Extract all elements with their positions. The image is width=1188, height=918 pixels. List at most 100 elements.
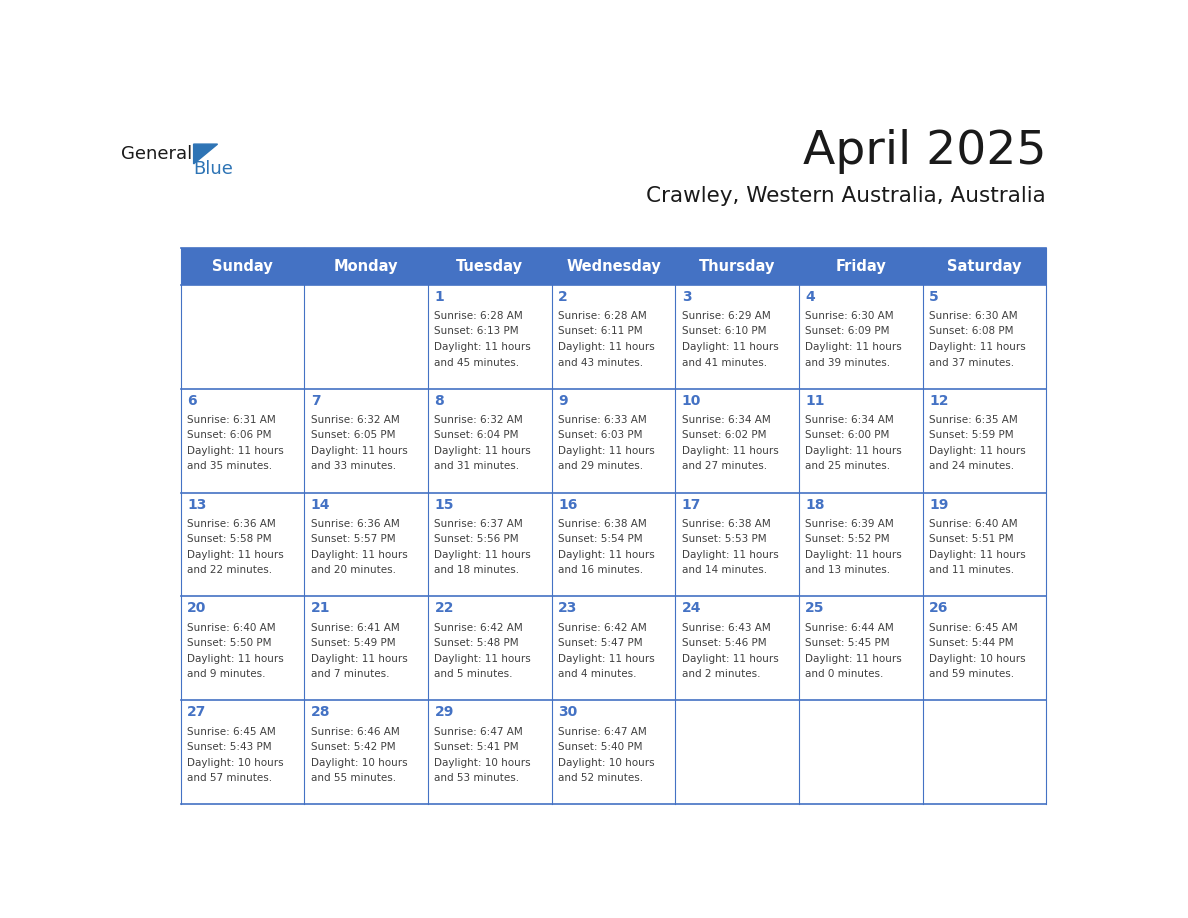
Text: Sunrise: 6:45 AM: Sunrise: 6:45 AM xyxy=(188,726,276,736)
Text: Daylight: 11 hours: Daylight: 11 hours xyxy=(558,550,655,560)
Text: and 37 minutes.: and 37 minutes. xyxy=(929,357,1015,367)
Text: Saturday: Saturday xyxy=(947,259,1022,274)
Text: Daylight: 11 hours: Daylight: 11 hours xyxy=(805,342,902,352)
Text: Sunset: 5:58 PM: Sunset: 5:58 PM xyxy=(188,534,272,544)
Text: 4: 4 xyxy=(805,290,815,304)
Text: Sunrise: 6:30 AM: Sunrise: 6:30 AM xyxy=(929,311,1018,321)
Text: Sunset: 5:52 PM: Sunset: 5:52 PM xyxy=(805,534,890,544)
Bar xyxy=(181,597,1047,700)
Text: 7: 7 xyxy=(311,394,321,408)
Text: Sunrise: 6:28 AM: Sunrise: 6:28 AM xyxy=(558,311,646,321)
Text: Sunset: 5:57 PM: Sunset: 5:57 PM xyxy=(311,534,396,544)
Text: and 31 minutes.: and 31 minutes. xyxy=(435,462,519,472)
Text: and 22 minutes.: and 22 minutes. xyxy=(188,565,272,576)
Text: Daylight: 11 hours: Daylight: 11 hours xyxy=(805,446,902,456)
Text: 13: 13 xyxy=(188,498,207,511)
Text: and 41 minutes.: and 41 minutes. xyxy=(682,357,766,367)
Text: and 57 minutes.: and 57 minutes. xyxy=(188,773,272,783)
Text: Sunrise: 6:38 AM: Sunrise: 6:38 AM xyxy=(682,519,771,529)
Text: Sunset: 5:45 PM: Sunset: 5:45 PM xyxy=(805,638,890,648)
Bar xyxy=(181,700,1047,804)
Text: Daylight: 10 hours: Daylight: 10 hours xyxy=(188,757,284,767)
Bar xyxy=(181,493,1047,597)
Text: and 53 minutes.: and 53 minutes. xyxy=(435,773,519,783)
Text: Sunset: 5:51 PM: Sunset: 5:51 PM xyxy=(929,534,1013,544)
Text: Sunrise: 6:36 AM: Sunrise: 6:36 AM xyxy=(188,519,276,529)
Text: 17: 17 xyxy=(682,498,701,511)
Text: and 13 minutes.: and 13 minutes. xyxy=(805,565,891,576)
Text: Daylight: 11 hours: Daylight: 11 hours xyxy=(805,550,902,560)
Text: Sunset: 5:48 PM: Sunset: 5:48 PM xyxy=(435,638,519,648)
Text: Sunset: 6:10 PM: Sunset: 6:10 PM xyxy=(682,327,766,337)
Text: and 25 minutes.: and 25 minutes. xyxy=(805,462,891,472)
Text: Sunrise: 6:46 AM: Sunrise: 6:46 AM xyxy=(311,726,399,736)
Text: Sunrise: 6:31 AM: Sunrise: 6:31 AM xyxy=(188,415,276,425)
Text: and 29 minutes.: and 29 minutes. xyxy=(558,462,643,472)
Text: Daylight: 11 hours: Daylight: 11 hours xyxy=(682,654,778,664)
Text: Sunrise: 6:37 AM: Sunrise: 6:37 AM xyxy=(435,519,523,529)
Text: Sunrise: 6:32 AM: Sunrise: 6:32 AM xyxy=(311,415,399,425)
Text: 16: 16 xyxy=(558,498,577,511)
Text: Tuesday: Tuesday xyxy=(456,259,524,274)
Text: Sunset: 6:11 PM: Sunset: 6:11 PM xyxy=(558,327,643,337)
Text: Daylight: 10 hours: Daylight: 10 hours xyxy=(929,654,1025,664)
Text: Sunrise: 6:42 AM: Sunrise: 6:42 AM xyxy=(435,622,523,633)
Text: Sunrise: 6:39 AM: Sunrise: 6:39 AM xyxy=(805,519,895,529)
Text: 24: 24 xyxy=(682,601,701,615)
Text: 15: 15 xyxy=(435,498,454,511)
Text: Daylight: 11 hours: Daylight: 11 hours xyxy=(558,446,655,456)
Text: 1: 1 xyxy=(435,290,444,304)
Text: Sunset: 5:43 PM: Sunset: 5:43 PM xyxy=(188,742,272,752)
Text: Daylight: 11 hours: Daylight: 11 hours xyxy=(188,654,284,664)
Text: and 33 minutes.: and 33 minutes. xyxy=(311,462,396,472)
Text: Sunset: 6:02 PM: Sunset: 6:02 PM xyxy=(682,431,766,441)
Text: Sunrise: 6:43 AM: Sunrise: 6:43 AM xyxy=(682,622,771,633)
Text: and 4 minutes.: and 4 minutes. xyxy=(558,669,637,679)
Text: Sunrise: 6:34 AM: Sunrise: 6:34 AM xyxy=(805,415,895,425)
Text: Sunset: 5:41 PM: Sunset: 5:41 PM xyxy=(435,742,519,752)
Text: 9: 9 xyxy=(558,394,568,408)
Text: Daylight: 11 hours: Daylight: 11 hours xyxy=(188,446,284,456)
Text: 5: 5 xyxy=(929,290,939,304)
Text: and 43 minutes.: and 43 minutes. xyxy=(558,357,643,367)
Text: Daylight: 11 hours: Daylight: 11 hours xyxy=(311,550,407,560)
Text: and 45 minutes.: and 45 minutes. xyxy=(435,357,519,367)
Text: Blue: Blue xyxy=(192,160,233,178)
Text: Sunrise: 6:32 AM: Sunrise: 6:32 AM xyxy=(435,415,523,425)
Text: and 14 minutes.: and 14 minutes. xyxy=(682,565,766,576)
Text: and 18 minutes.: and 18 minutes. xyxy=(435,565,519,576)
Text: 2: 2 xyxy=(558,290,568,304)
Text: Daylight: 11 hours: Daylight: 11 hours xyxy=(682,342,778,352)
Text: Sunset: 5:59 PM: Sunset: 5:59 PM xyxy=(929,431,1013,441)
Text: Daylight: 11 hours: Daylight: 11 hours xyxy=(435,446,531,456)
Text: Daylight: 11 hours: Daylight: 11 hours xyxy=(682,446,778,456)
Text: Sunset: 5:54 PM: Sunset: 5:54 PM xyxy=(558,534,643,544)
Text: 10: 10 xyxy=(682,394,701,408)
Text: 27: 27 xyxy=(188,705,207,720)
Text: 19: 19 xyxy=(929,498,948,511)
Text: Sunset: 5:47 PM: Sunset: 5:47 PM xyxy=(558,638,643,648)
Text: Sunrise: 6:34 AM: Sunrise: 6:34 AM xyxy=(682,415,771,425)
Text: Sunset: 5:42 PM: Sunset: 5:42 PM xyxy=(311,742,396,752)
Text: Daylight: 11 hours: Daylight: 11 hours xyxy=(558,654,655,664)
Text: 12: 12 xyxy=(929,394,948,408)
Text: 28: 28 xyxy=(311,705,330,720)
Text: Sunset: 5:40 PM: Sunset: 5:40 PM xyxy=(558,742,643,752)
Text: Daylight: 11 hours: Daylight: 11 hours xyxy=(929,550,1025,560)
Text: and 2 minutes.: and 2 minutes. xyxy=(682,669,760,679)
Bar xyxy=(181,248,1047,285)
Text: Sunrise: 6:38 AM: Sunrise: 6:38 AM xyxy=(558,519,646,529)
Text: 3: 3 xyxy=(682,290,691,304)
Bar xyxy=(181,388,1047,493)
Text: 6: 6 xyxy=(188,394,197,408)
Text: 22: 22 xyxy=(435,601,454,615)
Text: Sunset: 5:50 PM: Sunset: 5:50 PM xyxy=(188,638,272,648)
Text: Daylight: 11 hours: Daylight: 11 hours xyxy=(558,342,655,352)
Text: Sunset: 5:44 PM: Sunset: 5:44 PM xyxy=(929,638,1013,648)
Text: and 35 minutes.: and 35 minutes. xyxy=(188,462,272,472)
Text: Daylight: 11 hours: Daylight: 11 hours xyxy=(435,342,531,352)
Text: Sunrise: 6:28 AM: Sunrise: 6:28 AM xyxy=(435,311,523,321)
Text: and 52 minutes.: and 52 minutes. xyxy=(558,773,643,783)
Text: 29: 29 xyxy=(435,705,454,720)
Text: Sunrise: 6:33 AM: Sunrise: 6:33 AM xyxy=(558,415,646,425)
